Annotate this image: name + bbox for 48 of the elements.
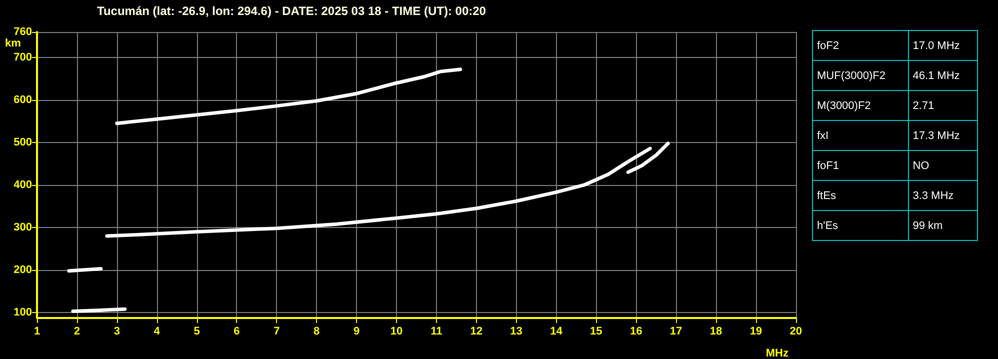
y-tick-label: 100 [14, 306, 32, 318]
text: MUF(3000)F2 [812, 60, 908, 90]
text: 46.1 MHz [908, 60, 978, 90]
x-tick-label: 8 [314, 326, 320, 338]
y-tick-label: 200 [14, 264, 32, 276]
x-tick-label: 7 [274, 326, 280, 338]
x-tick-label: 9 [353, 326, 360, 338]
text: NO [908, 150, 978, 180]
y-tick-label: 700 [14, 52, 32, 64]
text: 3.3 MHz [908, 180, 978, 210]
x-tick-label: 2 [74, 326, 80, 338]
x-tick-label: 13 [510, 326, 522, 338]
x-tick-label: 19 [750, 326, 762, 338]
text: M(3000)F2 [812, 90, 908, 120]
x-axis-title: MHz [766, 348, 789, 359]
x-tick-label: 20 [790, 326, 802, 338]
line-series [626, 142, 670, 174]
y-tick-label: 760 [14, 26, 32, 38]
text: foF2 [812, 30, 908, 60]
line-series [105, 146, 652, 238]
x-tick-label: 15 [590, 326, 602, 338]
y-tick-label: 300 [14, 221, 32, 234]
y-tick-label: 600 [14, 94, 32, 106]
x-tick-label: 10 [390, 326, 403, 338]
y-tick-label: 500 [14, 136, 32, 148]
text: foF1 [812, 150, 908, 180]
x-tick-label: 17 [670, 326, 682, 338]
text: 2.71 [908, 90, 978, 120]
x-tick-label: 12 [470, 326, 482, 338]
x-tick-label: 5 [194, 326, 200, 338]
line-series [115, 68, 462, 126]
x-tick-label: 14 [550, 326, 564, 338]
x-tick-label: 18 [710, 326, 722, 338]
x-tick-label: 11 [430, 326, 442, 338]
text: 17.3 MHz [908, 120, 978, 150]
text: h'Es [812, 210, 908, 240]
text: 99 km [908, 210, 978, 240]
y-tick-label: 400 [14, 178, 32, 191]
x-tick-label: 3 [114, 326, 120, 338]
x-tick-label: 16 [630, 326, 642, 338]
text: fxI [812, 120, 908, 150]
text: ftEs [812, 180, 908, 210]
text: 17.0 MHz [908, 30, 978, 60]
x-tick-label: 6 [234, 326, 240, 338]
y-axis-title: km [5, 38, 22, 50]
x-tick-label: 1 [34, 326, 40, 338]
x-tick-label: 4 [154, 326, 161, 338]
chart-title: Tucumán (lat: -26.9, lon: 294.6) - DATE: 2025 03 18 - TIME (UT): 00:20 [97, 4, 486, 18]
